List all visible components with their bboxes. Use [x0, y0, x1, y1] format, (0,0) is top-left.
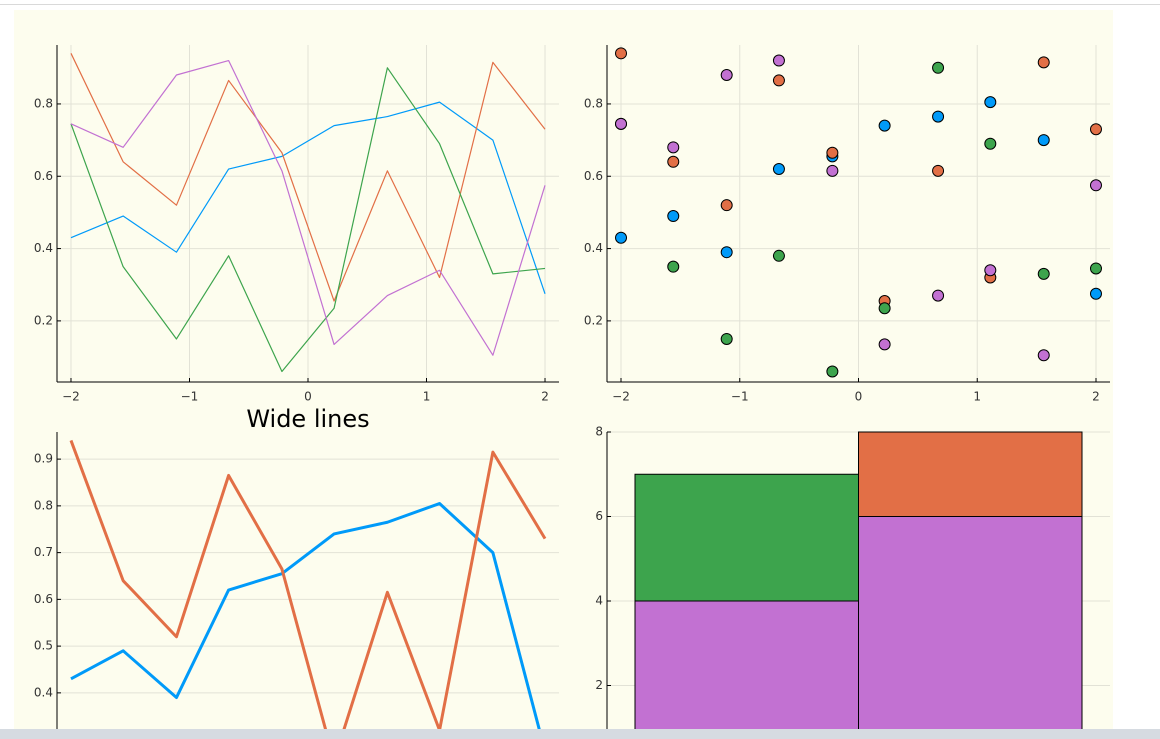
scatter-point	[720, 199, 733, 212]
scatter-point	[667, 141, 680, 154]
y-tick-label: 0.6	[34, 592, 53, 606]
x-tick-label: 1	[423, 390, 431, 404]
scatter-point	[932, 164, 945, 177]
y-tick-label: 0.2	[34, 313, 53, 327]
line-series	[70, 101, 546, 294]
y-tick-label: 0.2	[584, 313, 603, 327]
y-tick-label: 0.8	[34, 96, 53, 110]
line-series	[69, 439, 547, 739]
scatter-point	[1089, 287, 1102, 300]
x-tick-label: 1	[973, 390, 981, 404]
scatter-point	[615, 117, 628, 130]
y-tick-label: 4	[595, 594, 603, 608]
bar-segment	[858, 431, 1083, 517]
scatter-point	[1089, 262, 1102, 275]
line-series	[70, 502, 544, 739]
scatter-point	[932, 110, 945, 123]
y-tick-label: 0.5	[34, 639, 53, 653]
x-tick-label: 0	[304, 390, 312, 404]
scatter-point	[826, 365, 839, 378]
y-tick-label: 8	[595, 425, 603, 439]
x-tick-label: −2	[62, 390, 80, 404]
scatter-point	[1037, 56, 1050, 69]
scatter-point	[932, 289, 945, 302]
scatter-point	[772, 54, 785, 67]
scatter-point	[984, 137, 997, 150]
scatter-point	[1089, 179, 1102, 192]
scatter-point	[720, 332, 733, 345]
scatter-point	[1089, 123, 1102, 136]
scatter-point	[878, 119, 891, 132]
scatter-point	[772, 74, 785, 87]
scatter-point	[667, 155, 680, 168]
y-tick-label: 0.8	[34, 498, 53, 512]
scatter-point	[878, 338, 891, 351]
scatter-point	[720, 69, 733, 82]
x-tick-label: −2	[612, 390, 630, 404]
line-series	[70, 67, 546, 373]
scatter-point	[615, 231, 628, 244]
scatter-point	[667, 260, 680, 273]
scatter-point	[878, 302, 891, 315]
chart-title: Wide lines	[246, 405, 369, 433]
scatter-point	[932, 61, 945, 74]
scatter-point	[772, 249, 785, 262]
x-tick-label: 2	[1092, 390, 1100, 404]
scatter-point	[615, 47, 628, 60]
bottom-bar	[0, 729, 1160, 739]
y-tick-label: 6	[595, 509, 603, 523]
x-tick-label: −1	[181, 390, 199, 404]
bar-segment	[634, 600, 859, 739]
scatter-point	[720, 246, 733, 259]
x-tick-label: −1	[731, 390, 749, 404]
bar-segment	[858, 516, 1083, 739]
x-tick-label: 2	[541, 390, 549, 404]
y-tick-label: 0.6	[34, 169, 53, 183]
scatter-point	[984, 264, 997, 277]
scatter-point	[1037, 267, 1050, 280]
bar-segment	[634, 473, 859, 602]
line-series	[70, 53, 546, 302]
y-tick-label: 0.8	[584, 96, 603, 110]
scatter-point	[826, 146, 839, 159]
x-tick-label: 0	[855, 390, 863, 404]
y-tick-label: 0.4	[34, 241, 53, 255]
y-tick-label: 0.7	[34, 545, 53, 559]
scatter-point	[984, 96, 997, 109]
y-tick-label: 2	[595, 678, 603, 692]
scatter-point	[667, 210, 680, 223]
y-tick-label: 0.6	[584, 169, 603, 183]
line-series	[70, 59, 546, 356]
y-tick-label: 0.4	[34, 685, 53, 699]
y-tick-label: 0.4	[584, 241, 603, 255]
y-tick-label: 0.9	[34, 452, 53, 466]
scatter-point	[1037, 134, 1050, 147]
scatter-point	[826, 164, 839, 177]
scatter-point	[772, 163, 785, 176]
scatter-point	[1037, 349, 1050, 362]
